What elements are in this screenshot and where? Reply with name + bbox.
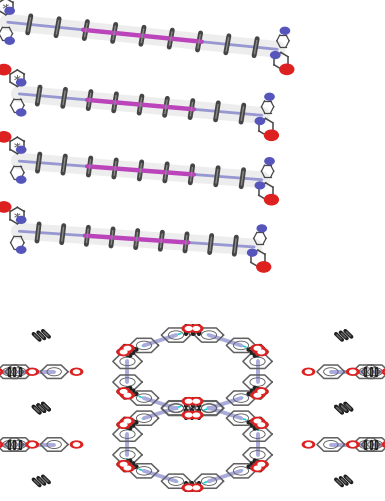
Circle shape [193, 413, 199, 417]
Circle shape [0, 202, 11, 212]
Circle shape [255, 421, 268, 428]
Circle shape [0, 65, 11, 75]
Circle shape [346, 368, 359, 375]
Circle shape [182, 325, 195, 332]
Circle shape [17, 79, 26, 86]
Circle shape [265, 158, 274, 164]
Circle shape [264, 194, 278, 205]
Circle shape [29, 443, 35, 446]
Circle shape [258, 390, 264, 393]
Circle shape [255, 118, 264, 124]
Circle shape [280, 64, 294, 75]
Circle shape [117, 348, 130, 356]
Circle shape [382, 368, 385, 375]
Circle shape [302, 368, 315, 375]
Circle shape [121, 462, 127, 466]
Circle shape [186, 399, 192, 403]
Circle shape [302, 441, 315, 448]
Circle shape [17, 146, 26, 153]
Circle shape [121, 350, 127, 354]
Circle shape [186, 327, 192, 330]
Circle shape [251, 345, 264, 352]
Circle shape [255, 460, 268, 468]
Circle shape [74, 443, 80, 446]
Circle shape [193, 327, 199, 330]
Circle shape [121, 423, 127, 426]
Circle shape [5, 8, 14, 14]
Circle shape [121, 345, 134, 352]
Circle shape [257, 225, 266, 232]
Circle shape [70, 368, 83, 375]
Circle shape [190, 484, 203, 491]
Circle shape [193, 399, 199, 403]
Circle shape [254, 419, 261, 423]
Circle shape [190, 398, 203, 405]
Circle shape [251, 392, 264, 399]
Circle shape [305, 443, 311, 446]
Circle shape [255, 388, 268, 395]
Circle shape [29, 370, 35, 373]
Circle shape [117, 460, 130, 468]
Circle shape [264, 130, 278, 140]
Circle shape [350, 370, 356, 373]
Circle shape [5, 38, 14, 44]
Circle shape [350, 443, 356, 446]
Circle shape [258, 462, 264, 466]
Circle shape [121, 390, 127, 393]
Circle shape [17, 216, 26, 223]
Circle shape [74, 370, 80, 373]
Circle shape [117, 388, 130, 395]
Circle shape [124, 419, 131, 423]
Circle shape [182, 484, 195, 491]
Circle shape [254, 393, 261, 397]
Circle shape [346, 441, 359, 448]
Circle shape [305, 370, 311, 373]
Circle shape [124, 466, 131, 470]
Circle shape [17, 246, 26, 253]
Circle shape [124, 346, 131, 350]
Circle shape [26, 368, 38, 375]
Circle shape [121, 417, 134, 425]
Circle shape [382, 441, 385, 448]
Circle shape [251, 417, 264, 425]
Circle shape [190, 411, 203, 419]
Circle shape [255, 348, 268, 356]
Circle shape [254, 346, 261, 350]
Circle shape [248, 249, 257, 256]
Circle shape [258, 423, 264, 426]
Circle shape [17, 176, 26, 183]
Circle shape [251, 464, 264, 471]
Circle shape [190, 325, 203, 332]
Circle shape [257, 262, 271, 272]
Circle shape [0, 368, 3, 375]
Circle shape [26, 441, 38, 448]
Circle shape [271, 52, 280, 59]
Circle shape [121, 392, 134, 399]
Circle shape [70, 441, 83, 448]
Circle shape [121, 464, 134, 471]
Circle shape [254, 466, 261, 470]
Circle shape [124, 393, 131, 397]
Circle shape [258, 350, 264, 354]
Circle shape [280, 28, 290, 34]
Circle shape [182, 411, 195, 419]
Circle shape [193, 486, 199, 489]
Circle shape [17, 109, 26, 116]
Circle shape [0, 132, 11, 142]
Circle shape [182, 398, 195, 405]
Circle shape [265, 93, 274, 100]
Circle shape [0, 441, 3, 448]
Circle shape [186, 413, 192, 417]
Circle shape [186, 486, 192, 489]
Circle shape [255, 182, 264, 189]
Circle shape [117, 421, 130, 428]
